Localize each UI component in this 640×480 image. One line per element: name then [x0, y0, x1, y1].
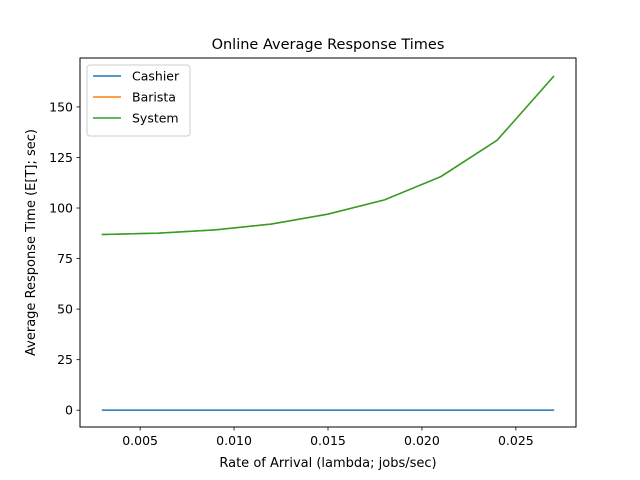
- legend-label-system: System: [132, 111, 179, 126]
- y-axis-ticks: 0 25 50 75 100 125 150: [49, 99, 80, 418]
- y-tick-label: 125: [49, 150, 73, 165]
- x-tick-label: 0.005: [122, 433, 158, 448]
- y-tick-label: 25: [57, 352, 73, 367]
- series-line-system: [101, 75, 555, 236]
- legend-label-barista: Barista: [132, 90, 176, 105]
- chart-title: Online Average Response Times: [212, 37, 445, 53]
- x-tick-label: 0.010: [216, 433, 252, 448]
- y-tick-label: 50: [57, 302, 73, 317]
- y-tick-label: 150: [49, 99, 73, 114]
- x-tick-label: 0.025: [498, 433, 534, 448]
- x-tick-label: 0.015: [310, 433, 346, 448]
- x-axis-ticks: 0.005 0.010 0.015 0.020 0.025: [122, 427, 534, 448]
- y-axis-label: Average Response Time (E[T]; sec): [24, 129, 39, 356]
- x-tick-label: 0.020: [404, 433, 440, 448]
- y-tick-label: 100: [49, 201, 73, 216]
- y-tick-label: 75: [57, 251, 73, 266]
- legend-label-cashier: Cashier: [132, 69, 180, 84]
- x-axis-label: Rate of Arrival (lambda; jobs/sec): [219, 456, 436, 471]
- series-lines: [101, 75, 555, 411]
- legend: Cashier Barista System: [86, 64, 191, 137]
- y-tick-label: 0: [65, 403, 73, 418]
